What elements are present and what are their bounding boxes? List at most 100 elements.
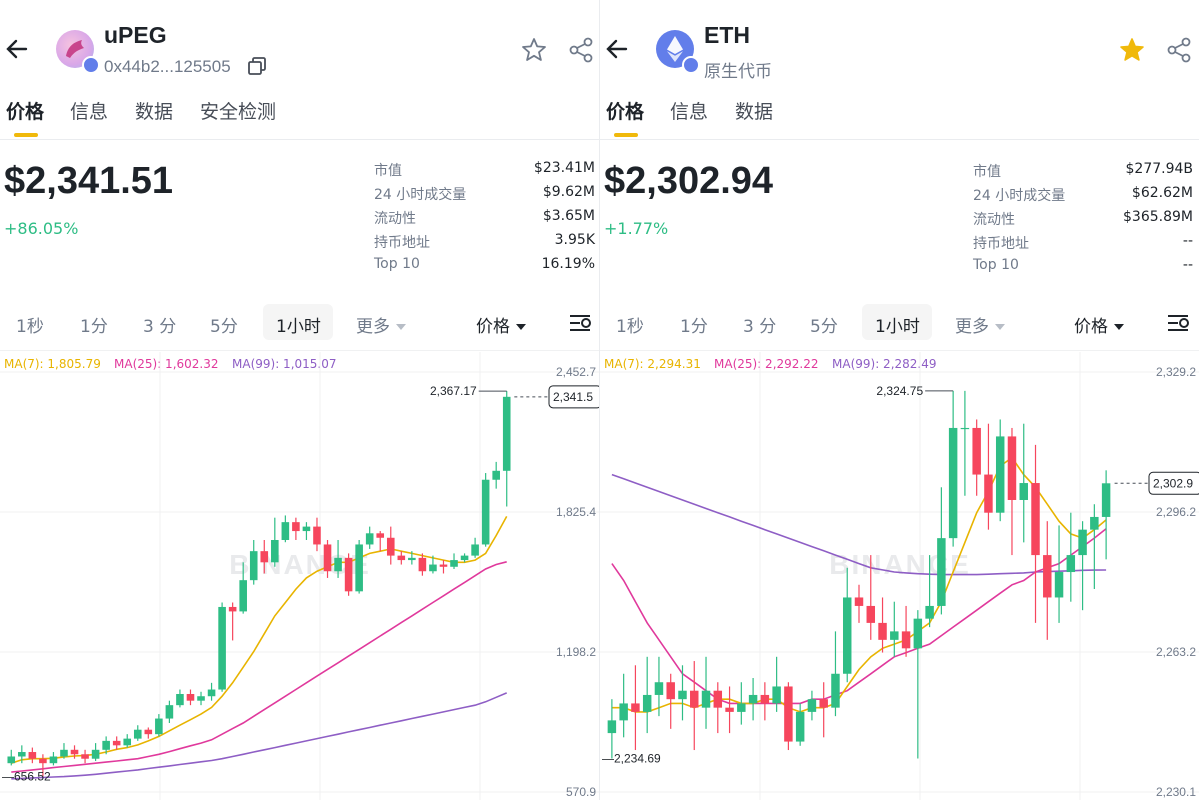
stat-value-liquidity: $3.65M	[542, 208, 595, 224]
timeframe-5m[interactable]: 5分	[210, 317, 238, 337]
candle-body	[81, 754, 89, 759]
candle-body	[49, 756, 58, 764]
stat-value-top10: --	[1182, 257, 1193, 273]
candle-body	[260, 551, 269, 563]
timeframe-1m[interactable]: 1分	[80, 317, 108, 337]
divider	[600, 350, 1199, 351]
star-icon[interactable]	[520, 36, 548, 64]
star-filled-icon[interactable]	[1118, 36, 1146, 64]
stat-value-volume: $62.62M	[1131, 185, 1193, 201]
candle-body	[948, 427, 958, 539]
candle-body	[1066, 555, 1076, 573]
timeframe-more-label: 更多	[955, 317, 989, 337]
price-type-select[interactable]: 价格	[476, 312, 526, 337]
back-arrow-icon[interactable]	[604, 36, 630, 62]
ethereum-logo-icon	[667, 36, 683, 62]
y-axis-tick-label: 1,825.4	[556, 505, 596, 519]
candle-body	[429, 564, 437, 572]
chevron-down-icon	[516, 324, 526, 330]
candle-body	[878, 622, 887, 640]
ma25-label: MA(25): 2,292.22	[714, 357, 819, 371]
active-tab-indicator	[14, 133, 38, 137]
candle-body	[631, 703, 640, 712]
tab-price[interactable]: 价格	[6, 101, 45, 123]
price-change: +1.77%	[604, 219, 669, 238]
token-type: 原生代币	[704, 62, 772, 81]
stat-value-liquidity: $365.89M	[1123, 209, 1193, 225]
candle-body	[102, 740, 110, 750]
candle-body	[144, 729, 153, 735]
low-price-label: —656.52	[2, 770, 51, 784]
divider	[600, 139, 1199, 140]
chart-settings-icon[interactable]	[568, 312, 594, 334]
current-price: $2,341.51	[4, 160, 174, 202]
tab-data[interactable]: 数据	[135, 101, 174, 123]
chart-settings-icon[interactable]	[1166, 312, 1192, 334]
ma99-line	[11, 692, 508, 780]
candle-body	[748, 694, 758, 704]
candle-body	[901, 631, 911, 649]
timeframe-1s[interactable]: 1秒	[16, 317, 44, 337]
candle-body	[1101, 483, 1111, 517]
ma25-label: MA(25): 1,602.32	[114, 357, 219, 371]
stat-value-top10: 16.19%	[541, 256, 595, 272]
candle-body	[760, 694, 770, 704]
copy-icon[interactable]	[246, 55, 268, 77]
timeframe-1s[interactable]: 1秒	[616, 317, 644, 337]
candle-body	[186, 693, 195, 701]
candle-body	[995, 436, 1005, 513]
candlestick-chart[interactable]: 2,452.71,825.41,198.2570.9BINANCE2,367.1…	[0, 352, 599, 800]
high-price-label: 2,324.75	[876, 384, 923, 398]
token-symbol: uPEG	[104, 22, 167, 48]
candle-body	[890, 631, 899, 640]
share-icon[interactable]	[567, 36, 595, 64]
candlestick-chart[interactable]: 2,329.22,296.22,263.22,230.1BINANCE2,324…	[600, 352, 1199, 800]
timeframe-1m[interactable]: 1分	[680, 317, 708, 337]
y-axis-tick-label: 2,452.7	[556, 365, 596, 379]
divider	[0, 139, 599, 140]
ma25-line	[11, 561, 507, 773]
candle-body	[607, 720, 617, 734]
timeframe-active-bg	[263, 304, 333, 340]
timeframe-3m[interactable]: 3 分	[743, 317, 777, 337]
candle-body	[408, 557, 416, 561]
candle-body	[1007, 436, 1017, 500]
candle-body	[397, 555, 406, 561]
timeframe-3m[interactable]: 3 分	[143, 317, 177, 337]
candle-body	[666, 682, 675, 700]
tab-data[interactable]: 数据	[735, 101, 774, 123]
candle-body	[1031, 483, 1040, 556]
stat-value-holders: --	[1182, 233, 1193, 249]
back-arrow-icon[interactable]	[4, 36, 30, 62]
timeframe-1h[interactable]: 1小时	[875, 317, 920, 337]
ma99-line	[611, 473, 1107, 576]
tab-price[interactable]: 价格	[606, 101, 645, 123]
tab-security-check[interactable]: 安全检测	[200, 101, 277, 123]
candle-body	[866, 605, 876, 623]
ma99-label: MA(99): 2,282.49	[832, 357, 937, 371]
y-axis-tick-label: 1,198.2	[556, 645, 596, 659]
ma7-label: MA(7): 2,294.31	[604, 357, 701, 371]
candle-body	[690, 690, 699, 708]
candle-body	[678, 690, 687, 700]
candle-body	[344, 557, 353, 592]
stat-label-holders: 持币地址	[973, 236, 1029, 252]
share-icon[interactable]	[1165, 36, 1193, 64]
y-axis-tick-label: 2,263.2	[1156, 645, 1196, 659]
timeframe-more[interactable]: 更多	[955, 312, 1005, 337]
candle-body	[471, 544, 479, 556]
candle-body	[654, 682, 664, 695]
timeframe-5m[interactable]: 5分	[810, 317, 838, 337]
candle-body	[249, 551, 258, 581]
tab-info[interactable]: 信息	[70, 101, 109, 123]
stat-label-holders: 持币地址	[374, 235, 430, 251]
timeframe-1h[interactable]: 1小时	[276, 317, 321, 337]
candle-body	[1078, 529, 1087, 556]
candle-body	[313, 526, 321, 545]
candle-body	[972, 427, 981, 475]
candle-body	[795, 711, 805, 742]
timeframe-more[interactable]: 更多	[356, 312, 406, 337]
tab-info[interactable]: 信息	[670, 101, 709, 123]
candle-body	[819, 699, 828, 708]
price-type-select[interactable]: 价格	[1074, 312, 1124, 337]
